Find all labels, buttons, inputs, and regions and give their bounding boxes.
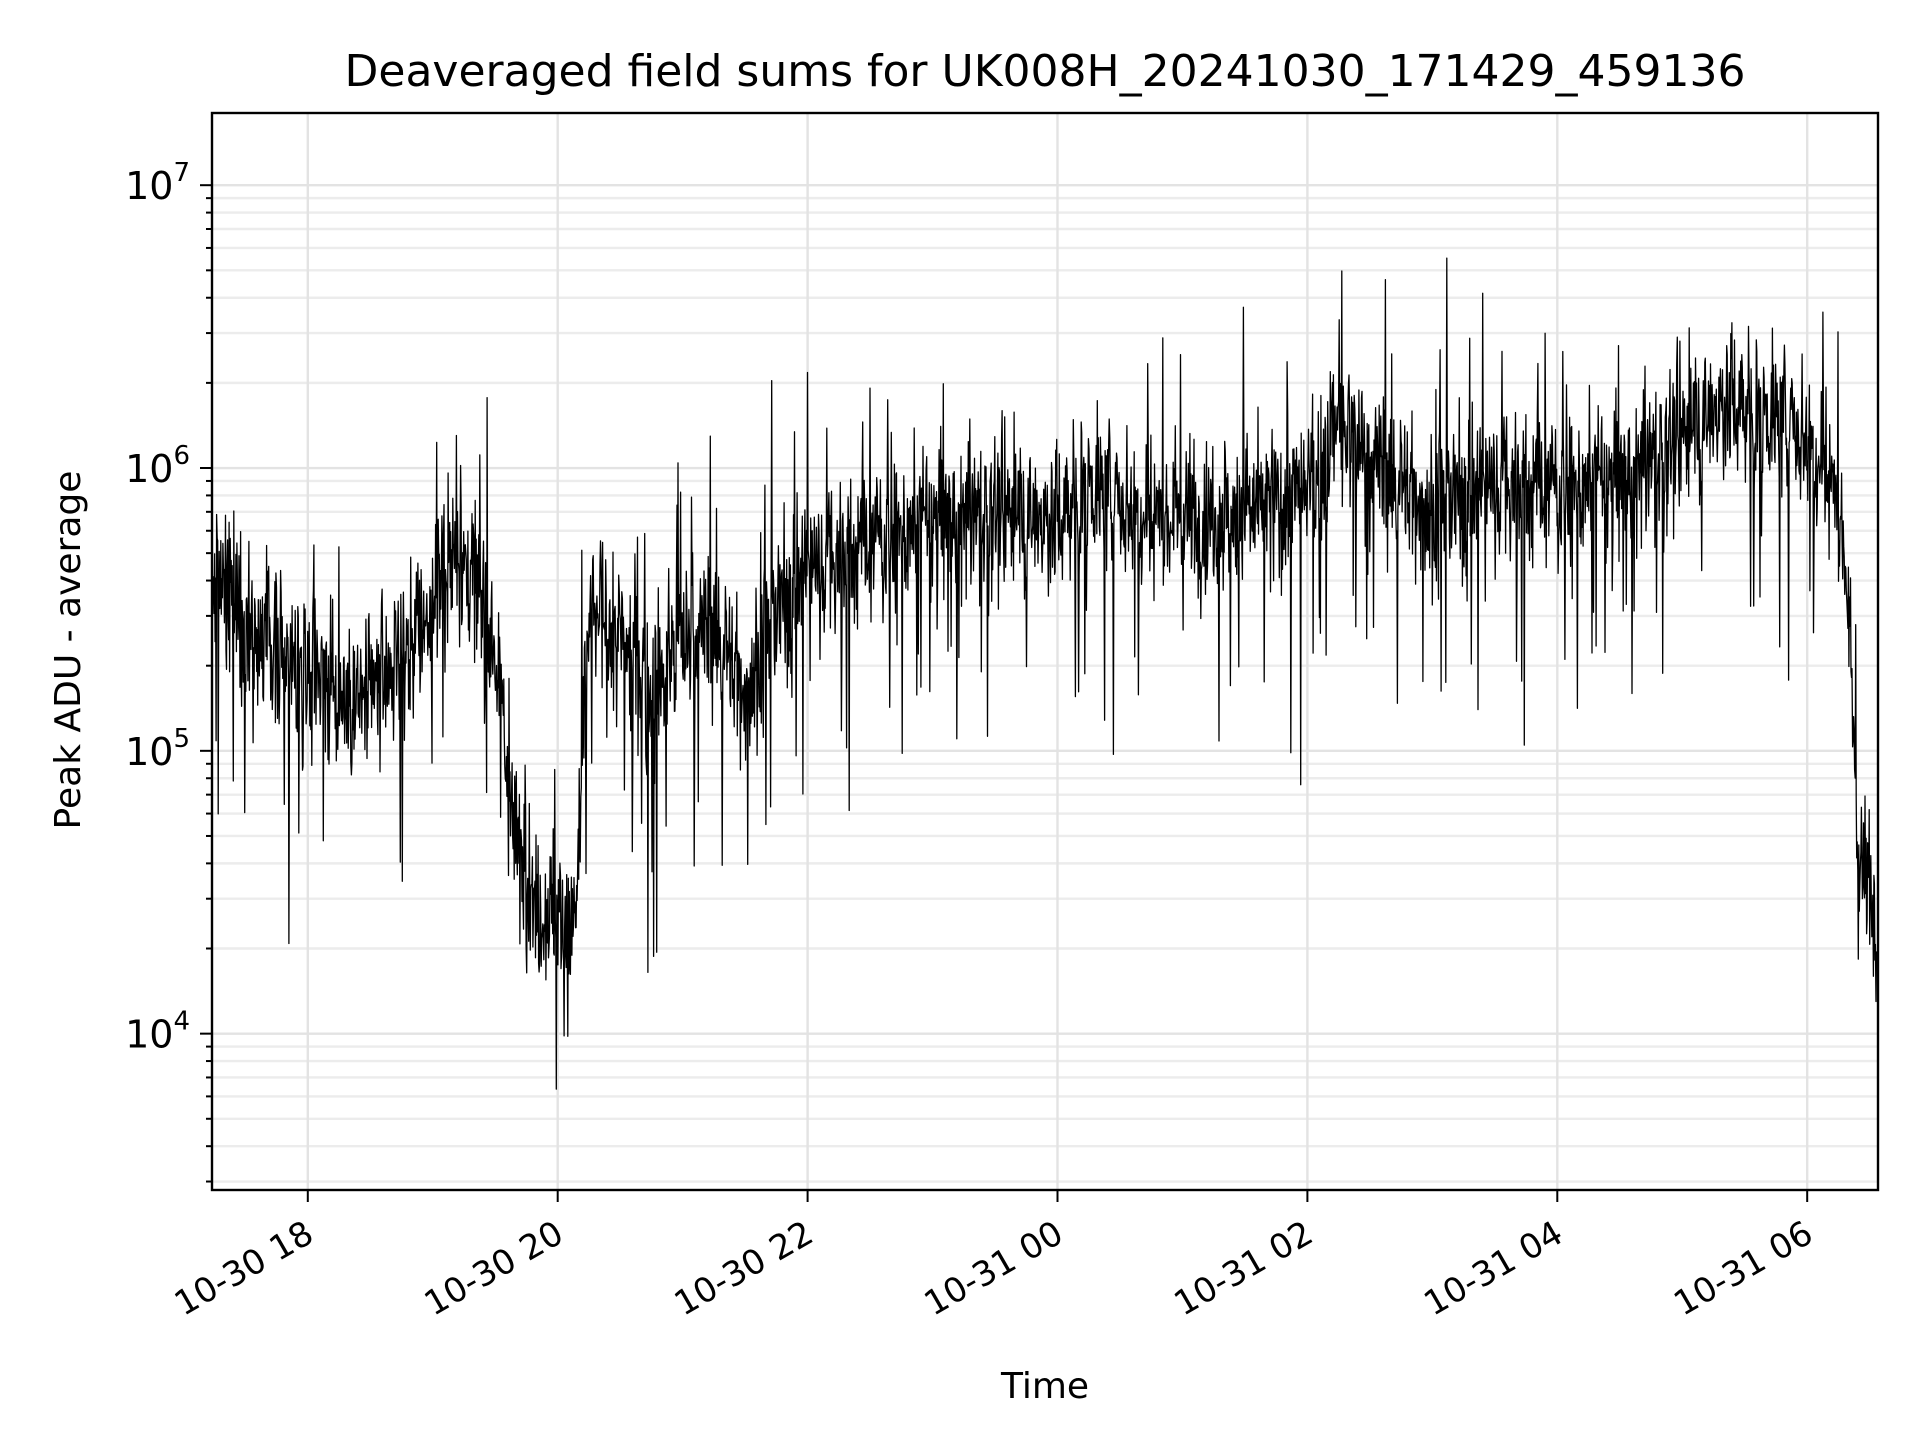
y-tick-label: 107	[125, 158, 190, 208]
y-axis-label: Peak ADU - average	[48, 471, 89, 830]
y-tick-label: 105	[125, 724, 190, 774]
x-axis-label: Time	[1000, 1366, 1089, 1407]
series-layer	[212, 257, 1878, 1090]
plot-frame	[210, 111, 1880, 1192]
y-tick-label: 106	[125, 441, 190, 491]
y-tick-label: 104	[125, 1007, 190, 1057]
chart-title: Deaveraged field sums for UK008H_2024103…	[345, 46, 1746, 97]
series-line	[212, 257, 1878, 1090]
y-axis: 104 105 106 107	[125, 158, 212, 1183]
